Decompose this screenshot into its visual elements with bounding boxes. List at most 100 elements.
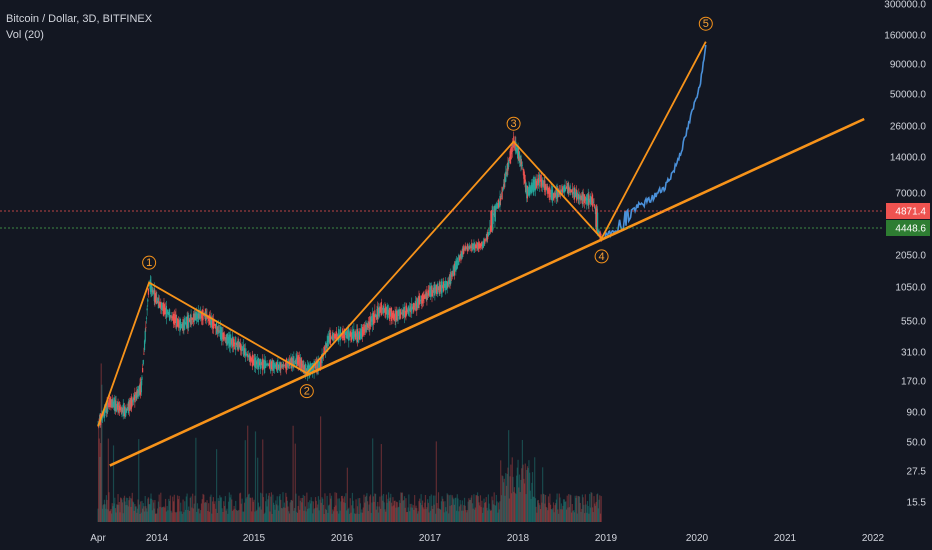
candle-body bbox=[490, 210, 492, 232]
volume-bar bbox=[198, 508, 200, 522]
volume-bar bbox=[458, 511, 460, 522]
candle-body bbox=[230, 337, 232, 345]
candle-body bbox=[511, 143, 513, 152]
volume-bar bbox=[538, 503, 540, 522]
candle-body bbox=[516, 148, 518, 155]
volume-bar bbox=[187, 509, 189, 522]
volume-bar bbox=[503, 478, 505, 522]
volume-bar bbox=[351, 505, 353, 522]
candle-body bbox=[142, 360, 144, 365]
volume-bar bbox=[599, 513, 602, 522]
volume-bar bbox=[581, 508, 583, 522]
volume-bar bbox=[217, 498, 219, 522]
candle-body bbox=[324, 347, 326, 353]
candle-body bbox=[115, 400, 117, 412]
volume-bar bbox=[303, 510, 305, 522]
volume-bar bbox=[174, 511, 176, 522]
volume-bar bbox=[519, 492, 521, 522]
volume-bar bbox=[118, 504, 120, 522]
candle-body bbox=[313, 361, 315, 374]
candle-body bbox=[465, 247, 467, 249]
candle-body bbox=[154, 290, 156, 303]
volume-bar bbox=[404, 507, 406, 522]
candle-body bbox=[459, 255, 461, 258]
volume-bar bbox=[184, 501, 186, 522]
volume-bar bbox=[462, 510, 464, 522]
volume-bar bbox=[267, 499, 269, 522]
volume-bar bbox=[277, 505, 279, 522]
candle-body bbox=[377, 307, 380, 317]
candle-body bbox=[279, 362, 281, 371]
wave-label-circle bbox=[142, 255, 157, 270]
candle-body bbox=[241, 346, 243, 352]
volume-bar bbox=[427, 499, 429, 522]
volume-bar bbox=[128, 500, 130, 522]
volume-bar bbox=[122, 513, 124, 522]
volume-bar bbox=[453, 499, 455, 522]
candle-body bbox=[275, 365, 277, 367]
candle-body bbox=[227, 336, 230, 344]
candle-body bbox=[232, 338, 234, 347]
candle-body bbox=[237, 338, 239, 352]
candle-body bbox=[555, 193, 557, 197]
volume-bar bbox=[483, 498, 485, 522]
candle-body bbox=[597, 230, 599, 232]
volume-bar bbox=[196, 511, 198, 522]
volume-bar bbox=[160, 492, 162, 522]
candle-body bbox=[409, 306, 411, 313]
candle-body bbox=[445, 280, 447, 291]
volume-bar bbox=[325, 510, 327, 522]
candle-body bbox=[479, 243, 481, 249]
volume-bar bbox=[600, 496, 602, 522]
volume-bar bbox=[330, 495, 333, 522]
candle-body bbox=[539, 179, 542, 182]
volume-bar bbox=[423, 509, 425, 522]
candle-body bbox=[131, 397, 133, 408]
volume-bar bbox=[461, 510, 463, 522]
volume-bar bbox=[363, 494, 365, 522]
volume-bar bbox=[225, 510, 227, 522]
volume-bar bbox=[372, 438, 374, 522]
volume-bar bbox=[418, 501, 420, 522]
time-tick-label: 2020 bbox=[686, 533, 709, 544]
volume-bar bbox=[192, 493, 194, 522]
candle-body bbox=[155, 294, 157, 305]
volume-bar bbox=[356, 513, 358, 522]
volume-bar bbox=[180, 511, 183, 522]
volume-bar bbox=[235, 500, 237, 522]
volume-bar bbox=[568, 494, 570, 522]
volume-bar bbox=[327, 512, 329, 522]
volume-bar bbox=[551, 509, 553, 522]
volume-bar bbox=[348, 507, 350, 522]
candle-body bbox=[338, 328, 340, 342]
candle-body bbox=[346, 331, 348, 339]
candle-body bbox=[273, 362, 275, 369]
candle-body bbox=[539, 173, 541, 187]
candle-body bbox=[256, 362, 258, 364]
volume-bar bbox=[550, 508, 552, 522]
volume-bar bbox=[274, 509, 276, 522]
time-tick-label: 2021 bbox=[774, 533, 797, 544]
candle-body bbox=[432, 287, 435, 293]
candle-body bbox=[297, 355, 299, 367]
wave-lines: 1 2 3 4 5 bbox=[97, 16, 865, 467]
volume-bar bbox=[397, 507, 399, 522]
candle-body bbox=[228, 335, 230, 346]
volume-bar bbox=[453, 504, 456, 522]
candles bbox=[97, 131, 602, 429]
time-tick-label: 2019 bbox=[595, 533, 618, 544]
wave-label: 1 bbox=[146, 257, 152, 269]
volume-bar bbox=[110, 508, 112, 522]
candle-body bbox=[463, 247, 465, 254]
candle-body bbox=[496, 203, 498, 209]
candle-body bbox=[251, 354, 254, 367]
candle-body bbox=[560, 189, 562, 194]
volume-bar bbox=[98, 420, 100, 522]
volume-bar bbox=[117, 494, 119, 522]
volume-bar bbox=[338, 498, 341, 522]
candle-body bbox=[547, 186, 549, 194]
candle-body bbox=[461, 248, 463, 258]
volume-bar bbox=[349, 498, 351, 522]
volume-bar bbox=[494, 505, 496, 522]
